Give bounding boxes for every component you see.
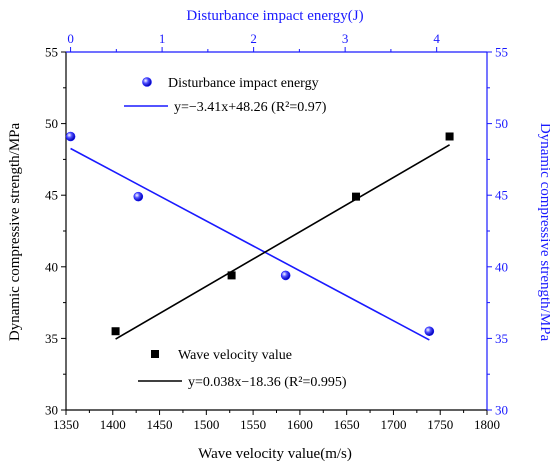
wave-fit-line xyxy=(115,144,450,340)
top-tick-label: 0 xyxy=(67,31,74,46)
top-tick-label: 3 xyxy=(342,31,349,46)
bottom-tick-label: 1750 xyxy=(427,417,453,432)
right-axis-label: Dynamic compressive strength/MPa xyxy=(537,123,550,342)
energy-point xyxy=(133,191,144,202)
legend-energy-fit-text: y=−3.41x+48.26 (R²=0.97) xyxy=(174,100,327,115)
wave-point xyxy=(445,132,454,141)
wave-point xyxy=(227,271,236,280)
legend-energy-text: Disturbance impact energy xyxy=(168,76,319,91)
left-tick-label: 55 xyxy=(45,45,58,60)
bottom-tick-label: 1650 xyxy=(334,417,360,432)
energy-point xyxy=(65,131,76,142)
bottom-tick-label: 1400 xyxy=(100,417,126,432)
legend-wave-marker xyxy=(151,350,159,358)
left-tick-label: 50 xyxy=(45,116,58,131)
top-tick-label: 2 xyxy=(250,31,257,46)
right-tick-label: 35 xyxy=(495,331,508,346)
top-tick-label: 1 xyxy=(159,31,166,46)
bottom-axis-label: Wave velocity value(m/s) xyxy=(198,446,352,462)
legend-wave-fit-text: y=0.038x−18.36 (R²=0.995) xyxy=(188,375,347,390)
bottom-tick-label: 1450 xyxy=(147,417,173,432)
bottom-axis-ticks: 1350 1400 1450 1500 1550 1600 1650 1700 1750 1800 xyxy=(53,410,500,432)
energy-fit-line xyxy=(70,147,430,341)
legend-wave: Wave velocity value y=0.038x−18.36 (R²=0… xyxy=(138,348,347,390)
bottom-tick-label: 1700 xyxy=(380,417,406,432)
energy-point xyxy=(280,270,291,281)
fit-lines xyxy=(70,144,450,341)
top-tick-label: 4 xyxy=(433,31,440,46)
right-tick-label: 30 xyxy=(495,403,508,418)
bottom-tick-label: 1350 xyxy=(53,417,79,432)
legend-energy: Disturbance impact energy y=−3.41x+48.26… xyxy=(124,76,327,115)
energy-point xyxy=(424,326,435,337)
bottom-tick-label: 1600 xyxy=(287,417,313,432)
left-tick-label: 30 xyxy=(45,403,58,418)
wave-point xyxy=(111,327,120,336)
bottom-tick-label: 1500 xyxy=(193,417,219,432)
left-axis-label: Dynamic compressive strength/MPa xyxy=(7,123,23,342)
wave-point xyxy=(352,192,361,201)
data-points xyxy=(65,131,454,337)
legend-energy-marker xyxy=(142,77,152,87)
bottom-tick-label: 1550 xyxy=(240,417,266,432)
right-tick-label: 55 xyxy=(495,45,508,60)
right-tick-label: 50 xyxy=(495,116,508,131)
bottom-tick-label: 1800 xyxy=(474,417,500,432)
right-tick-label: 45 xyxy=(495,188,508,203)
top-axis-ticks: 0 1 2 3 4 xyxy=(67,31,440,52)
legend-wave-text: Wave velocity value xyxy=(178,348,292,363)
right-axis-ticks: 30 35 40 45 50 55 xyxy=(487,45,508,418)
left-tick-label: 40 xyxy=(45,259,58,274)
left-tick-label: 35 xyxy=(45,331,58,346)
left-tick-label: 45 xyxy=(45,188,58,203)
left-axis-ticks: 30 35 40 45 50 55 xyxy=(45,45,66,418)
top-axis-label: Disturbance impact energy(J) xyxy=(186,8,363,24)
right-tick-label: 40 xyxy=(495,259,508,274)
